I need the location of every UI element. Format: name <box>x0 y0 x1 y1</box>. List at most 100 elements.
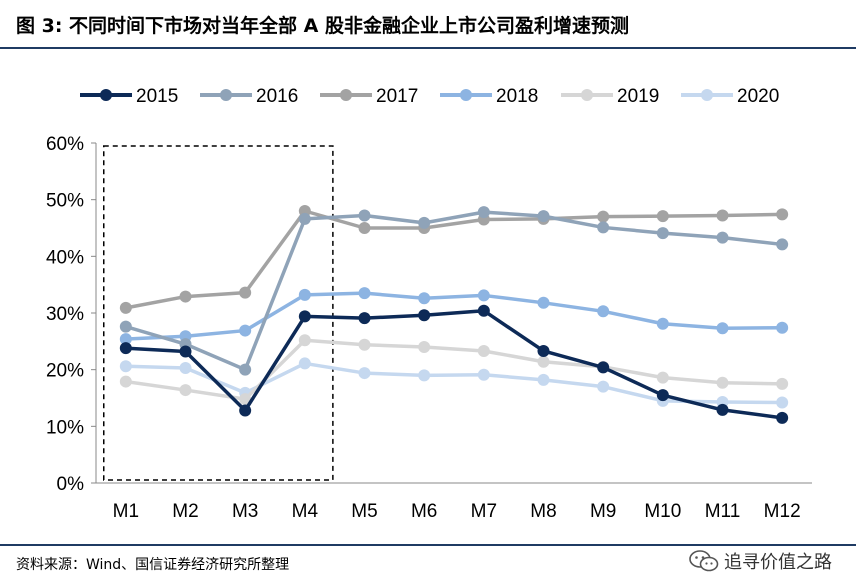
watermark-text: 追寻价值之路 <box>724 552 832 573</box>
data-point <box>179 345 192 358</box>
x-tick-label: M2 <box>172 501 198 522</box>
legend-label: 2018 <box>496 86 538 107</box>
legend-swatch-marker <box>701 89 713 101</box>
data-point <box>537 344 550 357</box>
data-point <box>477 304 490 317</box>
legend-item-2017: 2017 <box>320 86 418 107</box>
data-point <box>418 369 431 382</box>
data-point <box>119 375 132 388</box>
data-point <box>358 287 371 300</box>
series-2015 <box>119 304 789 424</box>
data-point <box>597 380 610 393</box>
data-point <box>239 286 252 299</box>
data-point <box>298 334 311 347</box>
y-tick-label: 30% <box>46 304 84 325</box>
legend-label: 2016 <box>256 86 298 107</box>
data-point <box>537 210 550 223</box>
y-tick-label: 20% <box>46 361 84 382</box>
data-point <box>537 296 550 309</box>
x-tick-label: M7 <box>471 501 497 522</box>
data-point <box>298 212 311 225</box>
data-point <box>179 361 192 374</box>
line-chart: 2015 2016 2017 2018 2019 2020 0% 10% 20% 30% 40% 5… <box>46 86 812 522</box>
series-line-2018 <box>125 291 783 341</box>
series-2016 <box>119 206 789 376</box>
data-point <box>597 221 610 234</box>
highlight-box <box>103 145 334 481</box>
data-point <box>656 227 669 240</box>
series-line-2015 <box>125 308 783 420</box>
legend-label: 2015 <box>136 86 178 107</box>
data-point <box>239 393 252 406</box>
data-point <box>656 210 669 223</box>
series-2019 <box>119 334 789 406</box>
legend-label: 2017 <box>376 86 418 107</box>
source-note: 资料来源：Wind、国信证券经济研究所整理 <box>16 557 290 573</box>
data-point <box>776 411 789 424</box>
data-point <box>179 290 192 303</box>
data-point <box>358 222 371 234</box>
legend-item-2019: 2019 <box>561 86 659 107</box>
data-point <box>716 376 729 389</box>
data-point <box>656 317 669 330</box>
data-point <box>716 403 729 416</box>
legend-swatch-marker <box>340 89 352 101</box>
data-point <box>358 367 371 380</box>
chart-legend: 2015 2016 2017 2018 2019 2020 <box>80 86 779 107</box>
data-point <box>597 210 610 223</box>
data-point <box>776 396 789 409</box>
data-point <box>298 310 311 323</box>
legend-item-2016: 2016 <box>200 86 298 107</box>
figure-title: 图 3: 不同时间下市场对当年全部 A 股非金融企业上市公司盈利增速预测 <box>16 15 629 37</box>
series-line-2020 <box>125 361 783 405</box>
data-point <box>239 404 252 417</box>
data-point <box>298 357 311 370</box>
legend-label: 2019 <box>617 86 659 107</box>
y-tick-label: 50% <box>46 191 84 212</box>
data-point <box>418 216 431 229</box>
series-layer <box>119 205 789 424</box>
data-point <box>358 209 371 222</box>
data-point <box>776 321 789 334</box>
data-point <box>239 363 252 376</box>
data-point <box>418 309 431 322</box>
y-tick-label: 60% <box>46 134 84 155</box>
series-2018 <box>119 287 789 346</box>
legend-swatch-marker <box>100 89 112 101</box>
data-point <box>656 371 669 384</box>
footer-divider <box>0 544 856 546</box>
data-point <box>776 377 789 390</box>
data-point <box>358 338 371 351</box>
legend-swatch-marker <box>460 89 472 101</box>
data-point <box>477 368 490 381</box>
data-point <box>119 301 132 314</box>
data-point <box>119 342 132 355</box>
x-tick-label: M5 <box>351 501 377 522</box>
series-line-2019 <box>125 338 783 401</box>
y-tick-label: 40% <box>46 247 84 268</box>
data-point <box>477 344 490 357</box>
data-point <box>716 209 729 222</box>
series-line-2016 <box>125 210 783 372</box>
y-tick-label: 10% <box>46 417 84 438</box>
legend-swatch-marker <box>220 89 232 101</box>
x-tick-label: M3 <box>232 501 258 522</box>
data-point <box>418 292 431 305</box>
data-point <box>179 384 192 397</box>
data-point <box>477 289 490 302</box>
series-line-2017 <box>125 209 783 310</box>
x-tick-label: M4 <box>292 501 319 522</box>
watermark: 追寻价值之路 <box>688 548 832 574</box>
x-tick-label: M9 <box>590 501 616 522</box>
legend-swatch-marker <box>581 89 593 101</box>
legend-item-2018: 2018 <box>440 86 538 107</box>
data-point <box>597 305 610 318</box>
data-point <box>119 320 132 333</box>
data-point <box>298 288 311 301</box>
wechat-icon <box>689 550 719 572</box>
data-point <box>776 208 789 221</box>
data-point <box>119 333 132 346</box>
y-tick-label: 0% <box>57 474 85 495</box>
highlight-rect <box>103 145 334 481</box>
data-point <box>358 312 371 325</box>
